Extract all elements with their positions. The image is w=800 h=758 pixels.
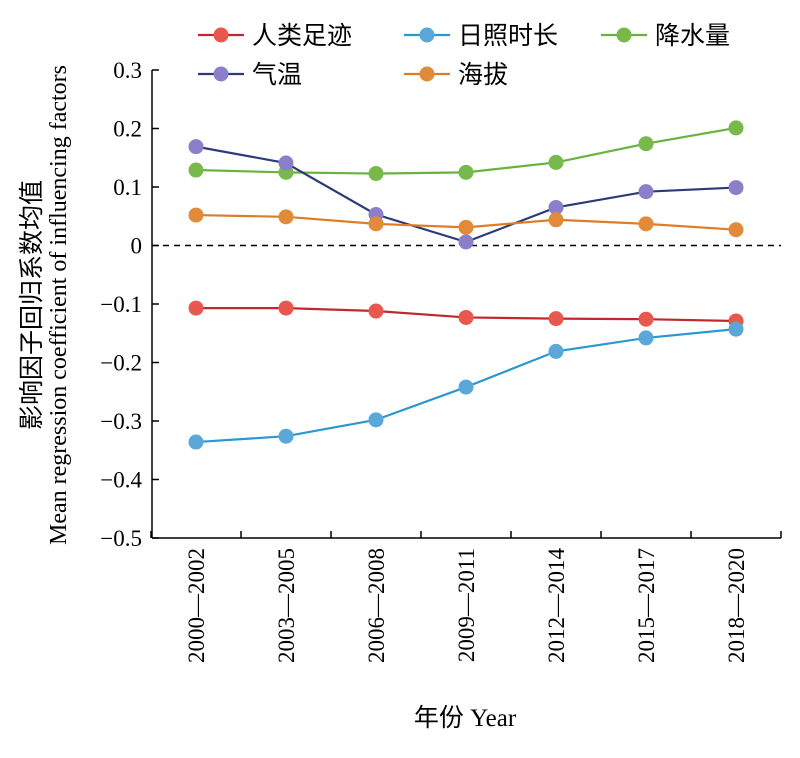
y-axis-title-en: Mean regression coefficient of influenci…: [46, 65, 72, 545]
series-group: [188, 120, 744, 450]
legend-item: 降水量: [601, 22, 730, 50]
x-axis-title: 年份 Year: [414, 704, 517, 732]
data-point: [458, 219, 474, 235]
y-axis-title: 影响因子回归系数均值 Mean regression coefficient o…: [18, 65, 72, 545]
data-point: [368, 166, 384, 182]
x-ticks: 2000—2002 2003—2005 2006—2008 2009—2011 2012…: [150, 531, 782, 664]
data-point: [638, 311, 654, 327]
data-point: [368, 216, 384, 232]
data-point: [188, 139, 204, 155]
x-tick-label: 2015—2017: [634, 548, 659, 663]
y-ticks: 0.3 0.2 0.1 0 −0.1 −0.2 −0.3 −0.4 −0.5: [100, 58, 159, 551]
data-point: [188, 434, 204, 450]
series-5: [188, 207, 744, 238]
x-tick-label: 2018—2020: [724, 548, 749, 663]
legend-marker: [616, 27, 632, 43]
series-2: [188, 321, 744, 450]
data-point: [278, 428, 294, 444]
legend-label: 人类足迹: [252, 22, 352, 50]
x-tick-label: 2003—2005: [274, 548, 299, 663]
y-axis-title-cn: 影响因子回归系数均值: [18, 180, 46, 430]
y-tick-label: 0.3: [113, 58, 142, 83]
data-point: [278, 155, 294, 171]
data-point: [638, 184, 654, 200]
data-point: [548, 199, 564, 215]
x-tick-label: 2012—2014: [544, 548, 569, 664]
data-point: [548, 343, 564, 359]
series-1: [188, 300, 744, 329]
data-point: [638, 216, 654, 232]
legend-marker: [419, 66, 435, 82]
x-tick-label: 2006—2008: [364, 548, 389, 663]
legend-label: 海拔: [458, 61, 508, 89]
data-point: [368, 412, 384, 428]
series-3: [188, 120, 744, 182]
data-point: [638, 136, 654, 152]
legend-marker: [419, 27, 435, 43]
data-point: [188, 207, 204, 223]
data-point: [458, 234, 474, 250]
data-point: [458, 309, 474, 325]
data-point: [728, 321, 744, 337]
axes: [151, 70, 781, 539]
y-tick-label: −0.5: [100, 526, 142, 551]
legend-label: 日照时长: [458, 22, 558, 50]
data-point: [728, 120, 744, 136]
y-tick-label: 0: [131, 234, 143, 259]
data-point: [278, 209, 294, 225]
legend-label: 降水量: [655, 22, 730, 50]
legend-item: 人类足迹: [198, 22, 352, 50]
y-tick-label: −0.2: [100, 351, 142, 376]
y-tick-label: 0.1: [113, 175, 142, 200]
x-tick-label: 2000—2002: [184, 548, 209, 663]
y-tick-label: −0.3: [100, 409, 142, 434]
data-point: [548, 311, 564, 327]
legend-item: 海拔: [404, 61, 508, 89]
x-tick-label: 2009—2011: [454, 548, 479, 662]
data-point: [458, 164, 474, 180]
data-point: [728, 180, 744, 196]
data-point: [638, 330, 654, 346]
data-point: [368, 303, 384, 319]
legend-item: 日照时长: [404, 22, 558, 50]
y-tick-label: −0.1: [100, 292, 142, 317]
legend-item: 气温: [198, 61, 302, 89]
legend-label: 气温: [252, 61, 302, 89]
legend-marker: [213, 66, 229, 82]
data-point: [548, 212, 564, 228]
data-point: [278, 300, 294, 316]
y-tick-label: 0.2: [113, 117, 142, 142]
y-tick-label: −0.4: [100, 468, 142, 493]
data-point: [548, 154, 564, 170]
data-point: [188, 162, 204, 178]
data-point: [458, 379, 474, 395]
data-point: [188, 300, 204, 316]
data-point: [728, 222, 744, 238]
legend-marker: [213, 27, 229, 43]
